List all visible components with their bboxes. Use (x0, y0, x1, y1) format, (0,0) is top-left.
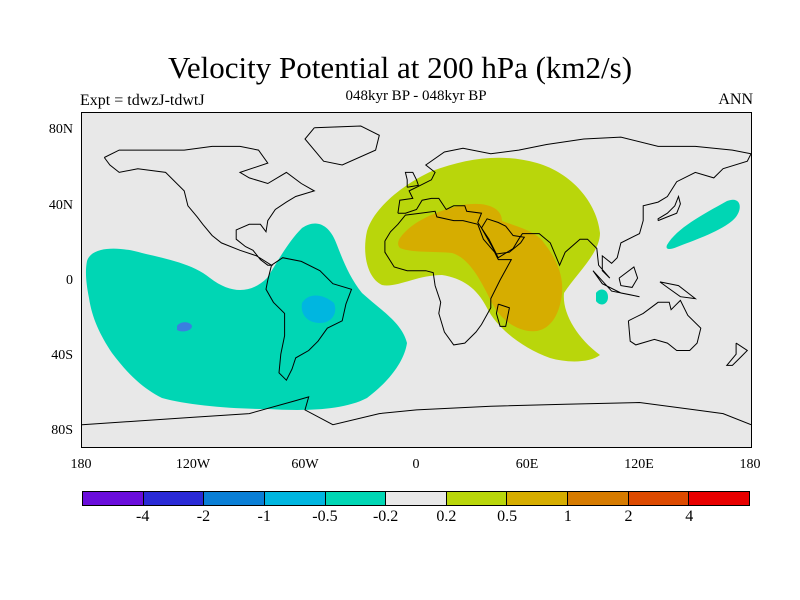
colorbar-swatch (568, 492, 629, 505)
coast-south-america (265, 257, 353, 382)
colorbar-label: -0.2 (372, 508, 399, 525)
map-subtitle: 048kyr BP - 048kyr BP (345, 88, 487, 104)
colorbar-swatch (204, 492, 265, 505)
negative-region-pacific (85, 223, 408, 410)
x-tick-120e: 120E (624, 457, 654, 472)
colorbar-label: -1 (257, 508, 271, 525)
colorbar-swatch (689, 492, 750, 505)
experiment-label: Expt = tdwzJ-tdwtJ (80, 92, 205, 109)
coast-uk (404, 171, 420, 188)
negative-core-amazon (301, 295, 336, 323)
colorbar-swatch (628, 492, 690, 505)
x-tick-0: 0 (412, 457, 420, 472)
negative-core-south-pacific (177, 322, 192, 332)
y-tick-0: 0 (66, 273, 73, 288)
colorbar-swatch (83, 492, 144, 505)
coast-arabia (481, 218, 526, 255)
colorbar-label: -2 (196, 508, 211, 525)
coast-europe-asia (397, 136, 751, 279)
colorbar-swatch (143, 492, 205, 505)
coast-borneo (618, 266, 639, 288)
map-canvas (82, 113, 751, 447)
negative-region-indonesia (596, 289, 608, 305)
y-tick-80n: 80N (48, 122, 73, 137)
colorbar-label: 4 (685, 508, 694, 525)
y-tick-40n: 40N (48, 198, 73, 213)
colorbar-swatch (386, 492, 447, 505)
colorbar-swatch (446, 492, 508, 505)
coast-japan (657, 194, 681, 222)
coastlines (82, 125, 751, 426)
colorbar-label: 1 (563, 508, 572, 525)
colorbar (82, 491, 750, 506)
coast-australia (627, 299, 702, 351)
colorbar-label: -0.5 (312, 508, 338, 525)
season-label: ANN (718, 91, 753, 108)
colorbar-label: 2 (624, 508, 633, 525)
coast-indonesia (592, 270, 640, 298)
colorbar-label: -4 (136, 508, 150, 525)
negative-region-japan (666, 199, 740, 250)
colorbar-swatch (264, 492, 326, 505)
coast-new-guinea (659, 281, 698, 300)
coast-north-america (103, 145, 316, 266)
x-tick-60e: 60E (515, 457, 539, 472)
colorbar-swatch (325, 492, 387, 505)
map-frame (81, 112, 752, 448)
colorbar-swatch (507, 492, 569, 505)
coast-new-zealand (725, 342, 749, 366)
colorbar-label: 0.5 (497, 508, 518, 525)
x-tick-180e: 180 (739, 457, 761, 472)
y-tick-80s: 80S (51, 423, 73, 438)
y-tick-40s: 40S (51, 348, 73, 363)
x-tick-120w: 120W (175, 457, 211, 472)
coast-greenland (304, 125, 380, 166)
map-title: Velocity Potential at 200 hPa (km2/s) (167, 50, 633, 85)
x-tick-60w: 60W (291, 457, 319, 472)
coast-antarctica (82, 396, 751, 426)
colorbar-label: 0.2 (436, 508, 457, 525)
coast-africa (384, 210, 513, 346)
x-tick-180w: 180 (70, 457, 92, 472)
coast-madagascar (495, 303, 510, 327)
